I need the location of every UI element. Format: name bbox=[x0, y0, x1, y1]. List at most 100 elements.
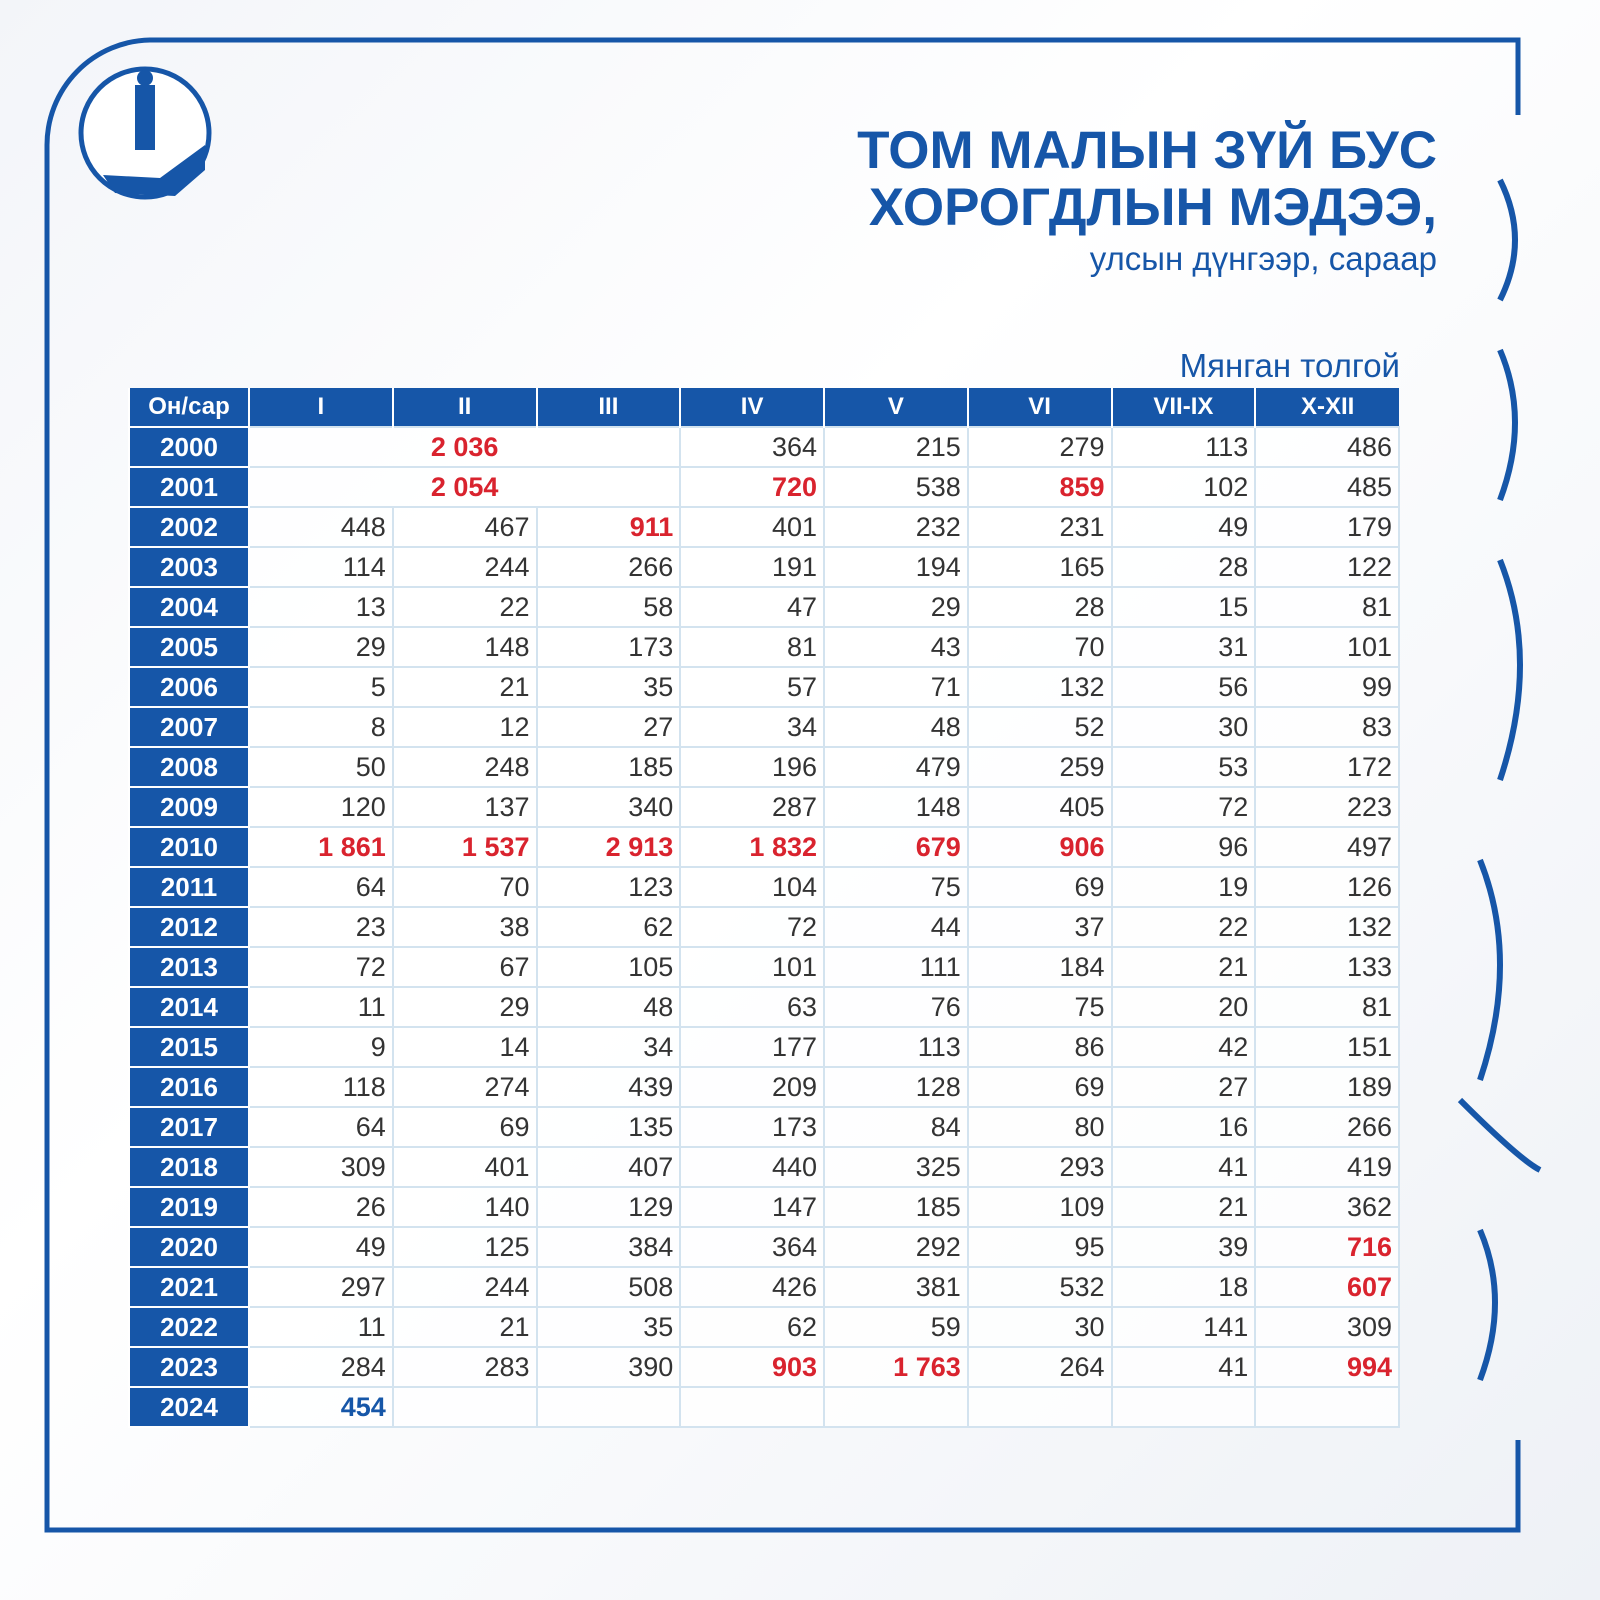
value-cell: 83 bbox=[1254, 706, 1400, 748]
highlight-cell: 2 054 bbox=[247, 466, 682, 508]
value-cell: 69 bbox=[391, 1106, 538, 1148]
table-row: 2003 114 244 266 191 194 165 28 122 bbox=[128, 546, 1400, 588]
value-cell: 405 bbox=[966, 786, 1113, 828]
value-cell: 8 bbox=[248, 706, 394, 748]
highlight-cell: 1 832 bbox=[679, 826, 825, 868]
value-cell: 309 bbox=[1254, 1306, 1400, 1348]
value-cell: 419 bbox=[1254, 1146, 1400, 1188]
value-cell: 283 bbox=[391, 1346, 538, 1388]
value-cell: 426 bbox=[679, 1266, 825, 1308]
highlight-cell: 2 913 bbox=[535, 826, 682, 868]
value-cell: 105 bbox=[535, 946, 682, 988]
highlight-cell: 716 bbox=[1254, 1226, 1400, 1268]
table-row: 2012 23 38 62 72 44 37 22 132 bbox=[128, 906, 1400, 948]
value-cell: 18 bbox=[1110, 1266, 1257, 1308]
data-table: Он/сар I II III IV V VI VII-IX X-XII 2000 2 036 364… bbox=[128, 388, 1400, 1428]
value-cell: 96 bbox=[1110, 826, 1257, 868]
year-cell: 2000 bbox=[128, 426, 250, 468]
year-cell: 2016 bbox=[128, 1066, 250, 1108]
value-cell: 41 bbox=[1110, 1146, 1257, 1188]
value-cell: 11 bbox=[248, 1306, 394, 1348]
value-cell: 27 bbox=[1110, 1066, 1257, 1108]
value-cell: 126 bbox=[1254, 866, 1400, 908]
table-row: 2021 297 244 508 426 381 532 18 607 bbox=[128, 1266, 1400, 1308]
value-cell: 384 bbox=[535, 1226, 682, 1268]
column-header: X-XII bbox=[1254, 388, 1399, 427]
value-cell: 81 bbox=[1254, 586, 1400, 628]
highlight-cell: 994 bbox=[1254, 1346, 1400, 1388]
value-cell: 244 bbox=[391, 1266, 538, 1308]
highlight-cell: 1 763 bbox=[823, 1346, 969, 1388]
year-cell: 2008 bbox=[128, 746, 250, 788]
value-cell: 35 bbox=[535, 1306, 682, 1348]
column-header: I bbox=[248, 388, 393, 427]
table-row: 2005 29 148 173 81 43 70 31 101 bbox=[128, 626, 1400, 668]
table-row: 2015 9 14 34 177 113 86 42 151 bbox=[128, 1026, 1400, 1068]
value-cell: 26 bbox=[248, 1186, 394, 1228]
value-cell: 284 bbox=[248, 1346, 394, 1388]
value-cell: 129 bbox=[535, 1186, 682, 1228]
year-cell: 2017 bbox=[128, 1106, 250, 1148]
value-cell: 173 bbox=[535, 626, 682, 668]
value-cell: 31 bbox=[1110, 626, 1257, 668]
value-cell: 75 bbox=[823, 866, 969, 908]
column-header: V bbox=[823, 388, 968, 427]
year-cell: 2022 bbox=[128, 1306, 250, 1348]
year-cell: 2013 bbox=[128, 946, 250, 988]
table-row: 2010 1 861 1 537 2 913 1 832 679 906 96 497 bbox=[128, 826, 1400, 868]
value-cell: 486 bbox=[1254, 426, 1400, 468]
value-cell: 69 bbox=[966, 1066, 1113, 1108]
value-cell: 44 bbox=[823, 906, 969, 948]
value-cell: 30 bbox=[1110, 706, 1257, 748]
value-cell: 72 bbox=[248, 946, 394, 988]
highlight-cell: 911 bbox=[535, 506, 682, 548]
highlight-cell: 2 036 bbox=[247, 426, 682, 468]
value-cell: 86 bbox=[966, 1026, 1113, 1068]
value-cell: 209 bbox=[679, 1066, 825, 1108]
year-cell: 2021 bbox=[128, 1266, 250, 1308]
value-cell: 440 bbox=[679, 1146, 825, 1188]
table-row: 2006 5 21 35 57 71 132 56 99 bbox=[128, 666, 1400, 708]
value-cell: 407 bbox=[535, 1146, 682, 1188]
value-cell: 42 bbox=[1110, 1026, 1257, 1068]
value-cell: 50 bbox=[248, 746, 394, 788]
value-cell: 508 bbox=[535, 1266, 682, 1308]
value-cell: 64 bbox=[248, 1106, 394, 1148]
value-cell: 390 bbox=[535, 1346, 682, 1388]
table-row: 2018 309 401 407 440 325 293 41 419 bbox=[128, 1146, 1400, 1188]
year-cell: 2024 bbox=[128, 1386, 250, 1428]
title-line: ХОРОГДЛЫН МЭДЭЭ, bbox=[868, 178, 1437, 237]
value-cell: 39 bbox=[1110, 1226, 1257, 1268]
value-cell: 58 bbox=[535, 586, 682, 628]
value-cell: 5 bbox=[248, 666, 394, 708]
value-cell: 29 bbox=[823, 586, 969, 628]
table-row: 2020 49 125 384 364 292 95 39 716 bbox=[128, 1226, 1400, 1268]
value-cell: 140 bbox=[391, 1186, 538, 1228]
value-cell: 56 bbox=[1110, 666, 1257, 708]
value-cell: 309 bbox=[248, 1146, 394, 1188]
value-cell: 28 bbox=[966, 586, 1113, 628]
value-cell: 232 bbox=[823, 506, 969, 548]
value-cell: 64 bbox=[248, 866, 394, 908]
value-cell: 57 bbox=[679, 666, 825, 708]
value-cell: 20 bbox=[1110, 986, 1257, 1028]
value-cell: 12 bbox=[391, 706, 538, 748]
table-row: 2000 2 036 364 215 279 113 486 bbox=[128, 426, 1400, 468]
table-row: 2011 64 70 123 104 75 69 19 126 bbox=[128, 866, 1400, 908]
value-cell: 401 bbox=[679, 506, 825, 548]
table-row: 2009 120 137 340 287 148 405 72 223 bbox=[128, 786, 1400, 828]
value-cell: 29 bbox=[391, 986, 538, 1028]
year-cell: 2012 bbox=[128, 906, 250, 948]
value-cell: 120 bbox=[248, 786, 394, 828]
year-cell: 2009 bbox=[128, 786, 250, 828]
value-cell: 21 bbox=[1110, 1186, 1257, 1228]
title-line: ТОМ МАЛЫН ЗҮЙ БУС bbox=[857, 121, 1437, 180]
value-cell: 147 bbox=[679, 1186, 825, 1228]
value-cell: 177 bbox=[679, 1026, 825, 1068]
value-cell: 364 bbox=[679, 426, 825, 468]
highlight-cell: 607 bbox=[1254, 1266, 1400, 1308]
value-cell: 11 bbox=[248, 986, 394, 1028]
year-cell: 2011 bbox=[128, 866, 250, 908]
year-cell: 2005 bbox=[128, 626, 250, 668]
